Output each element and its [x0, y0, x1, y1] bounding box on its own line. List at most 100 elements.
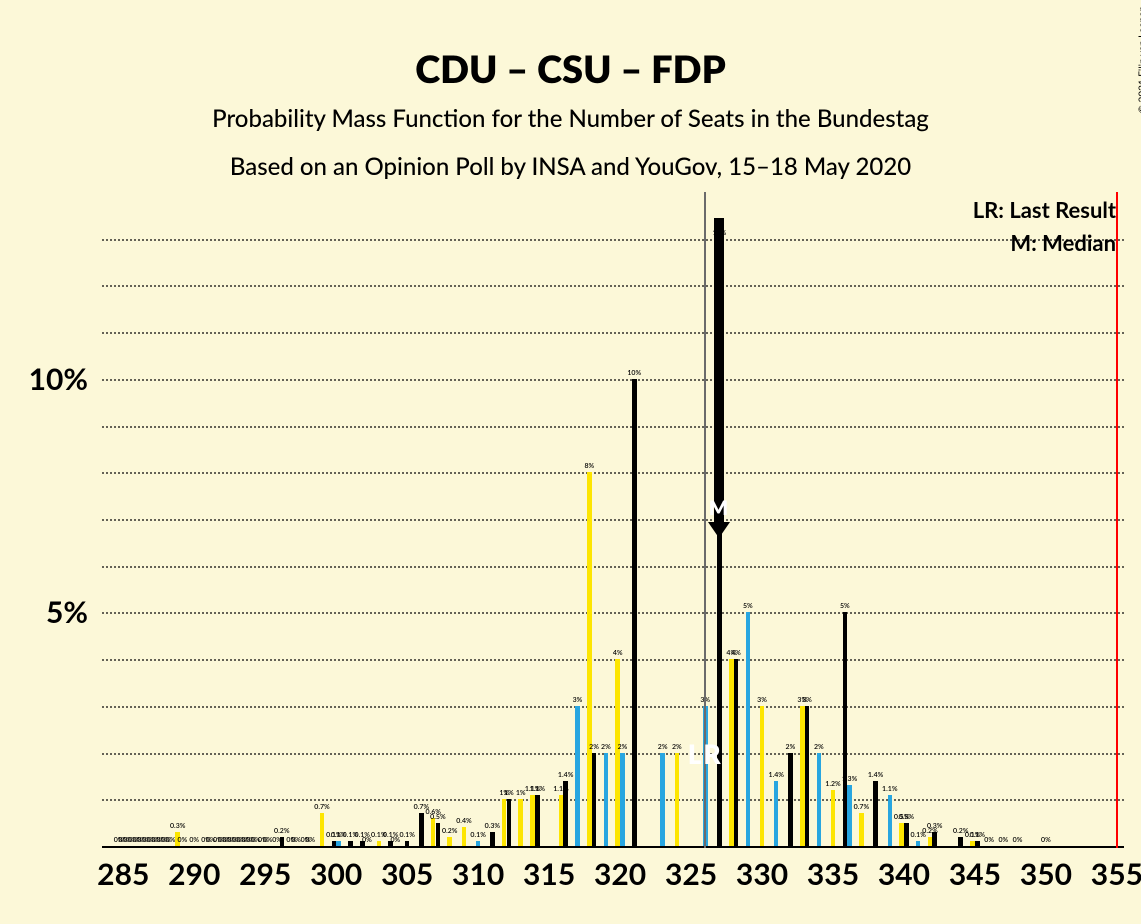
bar-value-label: 0%: [1013, 836, 1023, 844]
bar-value-label: 1.4%: [558, 771, 573, 779]
bar-value-label: 1.1%: [882, 785, 897, 793]
bar-yellow: [518, 799, 523, 846]
bar-value-label: 0.4%: [456, 817, 471, 825]
bar-black: [975, 841, 980, 846]
bar-value-label: 0%: [998, 836, 1008, 844]
bar-blue: [620, 753, 625, 846]
bar-black: [734, 659, 739, 846]
bar-black: [490, 832, 495, 846]
bar-value-label: 0%: [263, 836, 273, 844]
x-tick-label: 325: [665, 846, 717, 892]
majority-line: [1116, 192, 1118, 848]
bar-black: [592, 753, 597, 846]
bar-blue: [336, 841, 341, 846]
bar-value-label: 1.3%: [842, 775, 857, 783]
bar-black: [904, 823, 909, 846]
x-tick-label: 315: [523, 846, 575, 892]
y-tick-label: 10%: [29, 361, 102, 397]
bar-black: [788, 753, 793, 846]
x-tick-label: 345: [949, 846, 1001, 892]
bar-yellow: [859, 813, 864, 846]
gridline: [102, 519, 1124, 521]
bar-value-label: 0%: [178, 836, 188, 844]
gridline: [102, 799, 1124, 801]
bar-black: [805, 706, 810, 846]
x-tick-label: 350: [1020, 846, 1072, 892]
legend: LR: Last Result M: Median: [973, 196, 1116, 256]
gridline: [102, 332, 1124, 334]
bar-black: [958, 837, 963, 846]
bar-value-label: 0.2%: [274, 827, 289, 835]
y-tick-label: 5%: [46, 594, 102, 630]
bar-value-label: 2%: [589, 743, 599, 751]
bar-value-label: 3%: [757, 696, 767, 704]
chart-subtitle-1: Probability Mass Function for the Number…: [0, 104, 1141, 133]
x-tick-label: 340: [878, 846, 930, 892]
last-result-label: LR: [688, 738, 723, 770]
gridline: [102, 612, 1124, 614]
bar-value-label: 0.1%: [470, 831, 485, 839]
gridline: [102, 659, 1124, 661]
bar-value-label: 2%: [601, 743, 611, 751]
bar-black: [932, 832, 937, 846]
bar-blue: [476, 841, 481, 846]
x-tick-label: 290: [168, 846, 220, 892]
bar-blue: [888, 795, 893, 846]
bar-black: [563, 781, 568, 846]
bar-black: [535, 795, 540, 846]
bar-value-label: 0.3%: [170, 822, 185, 830]
chart-subtitle-2: Based on an Opinion Poll by INSA and You…: [0, 152, 1141, 181]
bar-value-label: 0.3%: [927, 822, 942, 830]
bar-value-label: 2%: [814, 743, 824, 751]
bar-blue: [604, 753, 609, 846]
gridline: [102, 285, 1124, 287]
x-tick-label: 330: [736, 846, 788, 892]
bar-value-label: 5%: [840, 602, 850, 610]
bar-value-label: 0.7%: [854, 803, 869, 811]
bar-value-label: 1.1%: [530, 785, 545, 793]
bar-black: [507, 799, 512, 846]
bar-blue: [660, 753, 665, 846]
bar-black: [632, 379, 637, 846]
bar-black: [280, 837, 285, 846]
x-tick-label: 295: [239, 846, 291, 892]
bar-value-label: 2%: [786, 743, 796, 751]
gridline: [102, 426, 1124, 428]
bar-value-label: 0.1%: [970, 831, 985, 839]
bar-value-label: 2%: [618, 743, 628, 751]
bar-value-label: 0.3%: [485, 822, 500, 830]
bar-black: [436, 823, 441, 846]
bar-yellow: [675, 753, 680, 846]
bar-blue: [916, 841, 921, 846]
bar-blue: [817, 753, 822, 846]
bar-yellow: [447, 837, 452, 846]
legend-line: M: Median: [973, 229, 1116, 256]
bar-blue: [847, 785, 852, 846]
bar-value-label: 0.2%: [442, 827, 457, 835]
gridline: [102, 753, 1124, 755]
copyright-text: © 2021 Filip van Laenen: [1136, 6, 1141, 113]
bar-value-label: 1%: [504, 789, 514, 797]
bar-black: [405, 841, 410, 846]
gridline: [102, 566, 1124, 568]
bar-value-label: 0%: [291, 836, 301, 844]
bar-black: [873, 781, 878, 846]
bar-yellow: [831, 790, 836, 846]
chart-root: CDU – CSU – FDP Probability Mass Functio…: [0, 0, 1141, 924]
bar-value-label: 8%: [584, 462, 594, 470]
bar-value-label: 3%: [802, 696, 812, 704]
bar-value-label: 5%: [743, 602, 753, 610]
bar-yellow: [462, 827, 467, 846]
bar-value-label: 2%: [672, 743, 682, 751]
x-tick-label: 285: [97, 846, 149, 892]
gridline: [102, 706, 1124, 708]
bar-yellow: [377, 841, 382, 846]
bar-value-label: 0.5%: [430, 813, 445, 821]
bar-blue: [575, 706, 580, 846]
bar-value-label: 2%: [658, 743, 668, 751]
chart-title: CDU – CSU – FDP: [0, 46, 1141, 92]
bar-value-label: 1.4%: [868, 771, 883, 779]
bar-value-label: 1.2%: [825, 780, 840, 788]
x-tick-label: 335: [807, 846, 859, 892]
legend-line: LR: Last Result: [973, 196, 1116, 223]
